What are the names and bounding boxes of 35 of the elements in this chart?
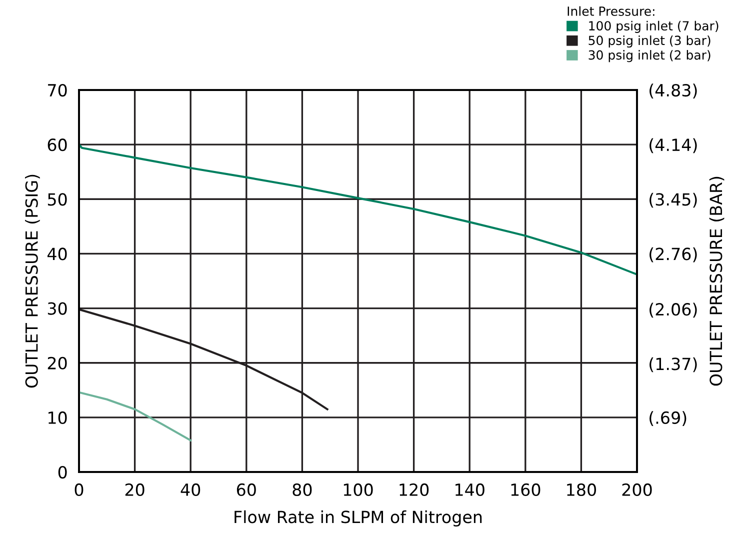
- y2-tick-label: (.69): [650, 411, 686, 426]
- y-axis-title: OUTLET PRESSURE (PSIG): [25, 174, 40, 388]
- x-axis-title: Flow Rate in SLPM of Nitrogen: [234, 510, 482, 526]
- x-tick-label: 0: [74, 483, 84, 496]
- y2-tick-label: (2.06): [650, 302, 697, 318]
- x-tick-label: 180: [567, 483, 596, 496]
- y2-tick-label: (3.45): [650, 192, 697, 208]
- x-tick-label: 160: [511, 483, 540, 496]
- y-tick-label: 70: [48, 84, 67, 97]
- y-tick-label: 40: [47, 248, 67, 260]
- x-tick-label: 80: [292, 483, 312, 496]
- line-series: [79, 144, 637, 276]
- x-tick-label: 60: [236, 483, 256, 496]
- y2-tick-label: (4.83): [650, 84, 697, 99]
- x-tick-label: 200: [622, 483, 652, 496]
- legend-label: 50 psig inlet (3 bar): [588, 35, 710, 48]
- x-tick-label: 20: [125, 483, 144, 496]
- y-tick-label: 10: [48, 411, 67, 424]
- y2-tick-label: (4.14): [650, 138, 697, 154]
- legend-title: Inlet Pressure:: [568, 6, 654, 16]
- y2-tick-label: (2.76): [650, 247, 697, 262]
- x-tick-label: 140: [456, 483, 484, 496]
- y-tick-label: 0: [58, 466, 67, 479]
- y2-tick-label: (1.37): [650, 357, 697, 372]
- legend-label: 30 psig inlet (2 bar): [588, 50, 710, 62]
- y2-axis-title: OUTLET PRESSURE (BAR): [709, 176, 724, 386]
- y-tick-label: 20: [48, 356, 67, 370]
- legend-label: 100 psig inlet (7 bar): [589, 20, 718, 33]
- x-tick-label: 40: [180, 483, 200, 496]
- x-tick-label: 100: [344, 483, 373, 496]
- line-series: [79, 391, 192, 442]
- y-tick-label: 60: [48, 138, 67, 152]
- y-tick-label: 50: [48, 193, 67, 206]
- y-tick-label: 30: [48, 302, 67, 315]
- x-tick-label: 120: [400, 483, 429, 496]
